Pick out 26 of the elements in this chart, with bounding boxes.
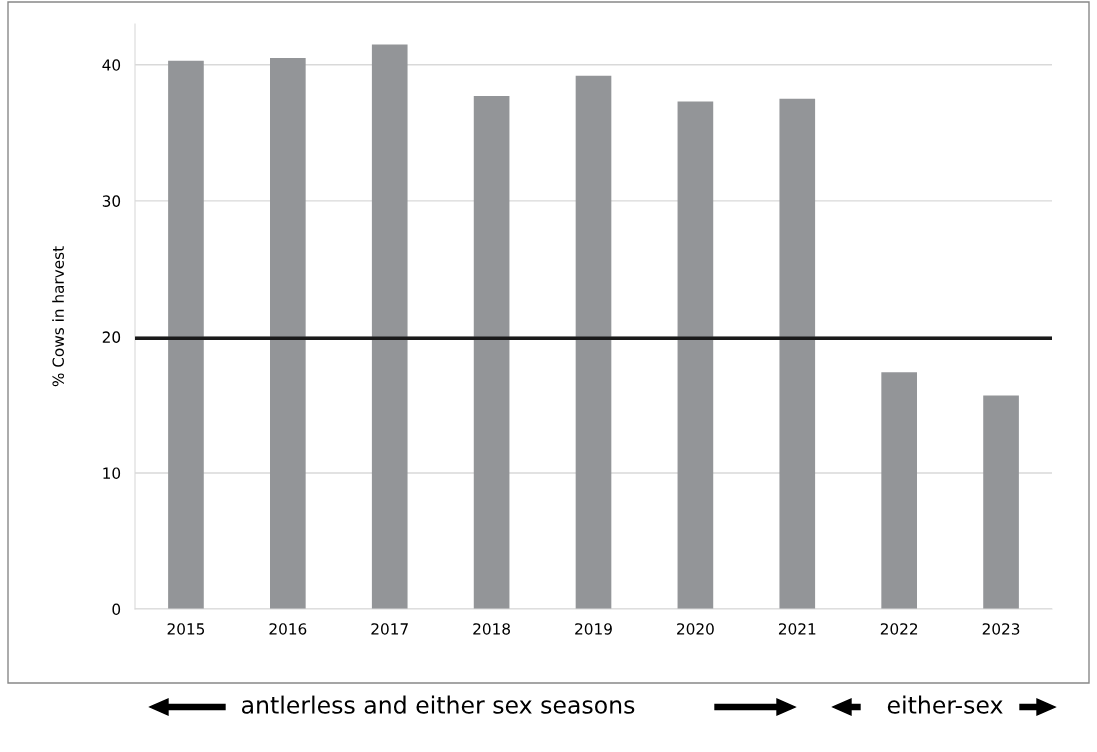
bar — [270, 58, 306, 609]
y-tick-label: 20 — [102, 331, 121, 343]
y-tick-label: 0 — [112, 603, 121, 616]
bar — [371, 44, 408, 609]
x-tick-label: 2021 — [778, 623, 816, 635]
bar — [881, 372, 917, 609]
bar — [473, 96, 510, 609]
x-tick-label: 2017 — [371, 623, 408, 635]
x-tick-label: 2016 — [269, 623, 307, 635]
bar — [575, 75, 612, 609]
bar — [168, 60, 204, 609]
bar — [779, 98, 816, 609]
bar — [983, 395, 1019, 609]
x-tick-label: 2022 — [880, 623, 918, 635]
x-tick-label: 2018 — [473, 623, 511, 635]
bar — [677, 101, 714, 609]
text: antlerless and either sex seasons — [241, 695, 635, 714]
text: either-sex — [887, 695, 1003, 714]
x-tick-label: 2019 — [575, 623, 612, 635]
x-tick-label: 2015 — [167, 623, 205, 635]
y-tick-label: 10 — [103, 467, 121, 479]
y-tick-label: 40 — [102, 59, 121, 71]
x-tick-label: 2023 — [982, 623, 1020, 635]
y-axis-title: % Cows in harvest — [52, 246, 64, 387]
y-tick-label: 30 — [102, 195, 121, 207]
x-tick-label: 2020 — [677, 623, 714, 635]
